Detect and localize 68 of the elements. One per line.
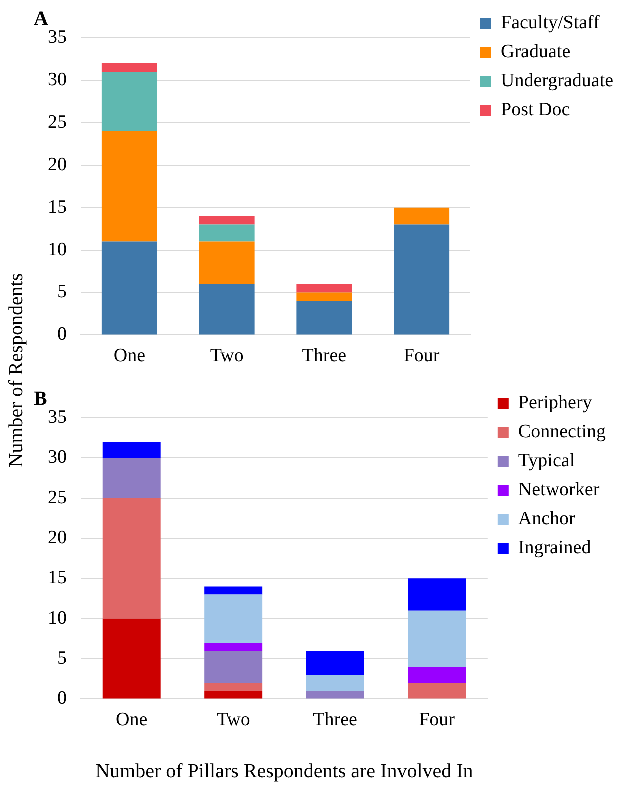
y-tick-label: 15	[48, 196, 67, 218]
bar	[102, 131, 158, 242]
y-tick-label: 20	[48, 528, 67, 548]
y-tick-label: 5	[58, 282, 67, 303]
bar	[204, 683, 263, 692]
legend-label: Post Doc	[501, 99, 570, 120]
x-tick-label: Four	[419, 710, 456, 731]
x-tick-label: One	[116, 710, 148, 731]
bar	[408, 610, 466, 668]
bar	[296, 301, 352, 335]
bar	[408, 683, 466, 699]
bar	[204, 642, 263, 651]
y-tick-label: 15	[48, 568, 67, 589]
bar	[408, 667, 466, 684]
bar	[306, 650, 364, 676]
bar	[102, 442, 161, 458]
x-tick-label: Two	[216, 710, 250, 731]
y-tick-label: 35	[48, 406, 67, 428]
y-axis-title: Number of Respondents	[6, 272, 28, 468]
bar	[204, 650, 263, 684]
y-tick-label: 0	[58, 688, 67, 710]
x-axis-title: Number of Pillars Respondents are Involved In	[96, 760, 474, 782]
bar	[306, 675, 364, 692]
legend-label: Typical	[518, 450, 576, 472]
bar	[102, 498, 161, 619]
y-tick-label: 35	[48, 26, 67, 48]
bar	[408, 578, 466, 611]
bar	[102, 618, 161, 699]
legend-label: Networker	[518, 479, 600, 500]
x-tick-label: One	[114, 346, 146, 367]
y-tick-label: 30	[48, 447, 67, 468]
y-tick-label: 10	[48, 239, 67, 260]
bar	[199, 242, 255, 284]
bar	[102, 458, 161, 498]
bar	[102, 242, 158, 335]
x-tick-label: Four	[404, 346, 440, 367]
bar	[199, 224, 255, 242]
legend-label: Faculty/Staff	[501, 12, 601, 34]
legend-label: Anchor	[518, 508, 576, 530]
bar	[296, 292, 352, 302]
chart-title: B	[34, 388, 48, 410]
bar	[204, 594, 263, 643]
x-tick-label: Three	[313, 710, 358, 731]
chart-title: A	[34, 8, 49, 30]
x-tick-label: Three	[302, 346, 347, 367]
y-tick-label: 5	[58, 648, 67, 670]
bar	[199, 284, 255, 335]
bar	[204, 691, 263, 699]
legend-label: Undergraduate	[501, 70, 614, 92]
legend-label: Graduate	[501, 41, 571, 62]
bar	[296, 284, 352, 293]
bar	[102, 72, 158, 132]
bar	[394, 224, 450, 335]
y-tick-label: 0	[58, 324, 67, 346]
bar	[394, 208, 450, 225]
legend-label: Connecting	[518, 421, 606, 442]
y-tick-label: 25	[48, 112, 67, 133]
bar	[306, 691, 364, 699]
bar	[102, 63, 158, 72]
bar	[199, 216, 255, 225]
y-tick-label: 10	[48, 608, 67, 629]
legend-label: Ingrained	[518, 537, 592, 558]
y-tick-label: 30	[48, 69, 67, 90]
y-tick-label: 20	[48, 154, 67, 176]
bar	[204, 586, 263, 595]
legend-label: Periphery	[518, 392, 593, 414]
y-tick-label: 25	[48, 487, 67, 508]
x-tick-label: Two	[210, 346, 244, 367]
